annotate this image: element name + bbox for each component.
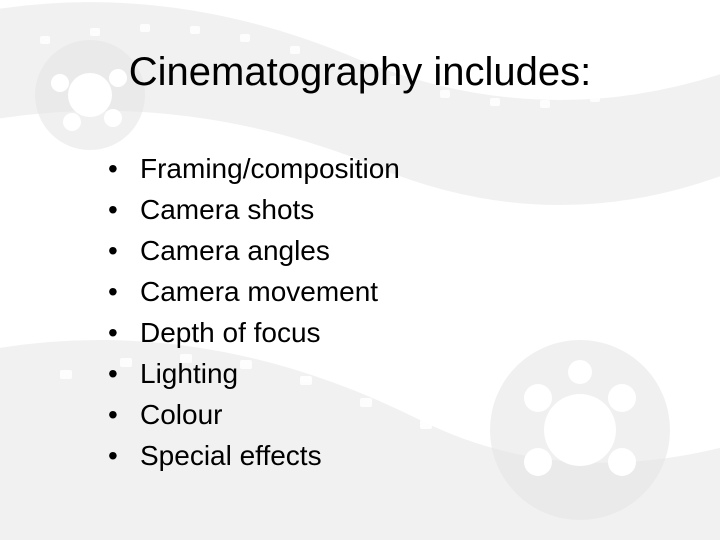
list-item-label: Camera shots xyxy=(140,189,314,230)
list-item: •Camera shots xyxy=(108,189,400,230)
list-item: •Lighting xyxy=(108,353,400,394)
list-item-label: Framing/composition xyxy=(140,148,400,189)
slide-content: Cinematography includes: •Framing/compos… xyxy=(0,0,720,540)
bullet-icon: • xyxy=(108,271,140,312)
bullet-icon: • xyxy=(108,435,140,476)
list-item: •Colour xyxy=(108,394,400,435)
list-item-label: Camera angles xyxy=(140,230,330,271)
list-item: •Framing/composition xyxy=(108,148,400,189)
list-item-label: Lighting xyxy=(140,353,238,394)
bullet-icon: • xyxy=(108,189,140,230)
bullet-icon: • xyxy=(108,353,140,394)
list-item-label: Special effects xyxy=(140,435,322,476)
bullet-icon: • xyxy=(108,230,140,271)
bullet-icon: • xyxy=(108,148,140,189)
bullet-icon: • xyxy=(108,312,140,353)
list-item-label: Colour xyxy=(140,394,222,435)
list-item: •Depth of focus xyxy=(108,312,400,353)
list-item: •Camera movement xyxy=(108,271,400,312)
bullet-icon: • xyxy=(108,394,140,435)
list-item: •Special effects xyxy=(108,435,400,476)
list-item: •Camera angles xyxy=(108,230,400,271)
list-item-label: Camera movement xyxy=(140,271,378,312)
slide-title: Cinematography includes: xyxy=(0,50,720,95)
list-item-label: Depth of focus xyxy=(140,312,321,353)
bullet-list: •Framing/composition •Camera shots •Came… xyxy=(108,148,400,476)
